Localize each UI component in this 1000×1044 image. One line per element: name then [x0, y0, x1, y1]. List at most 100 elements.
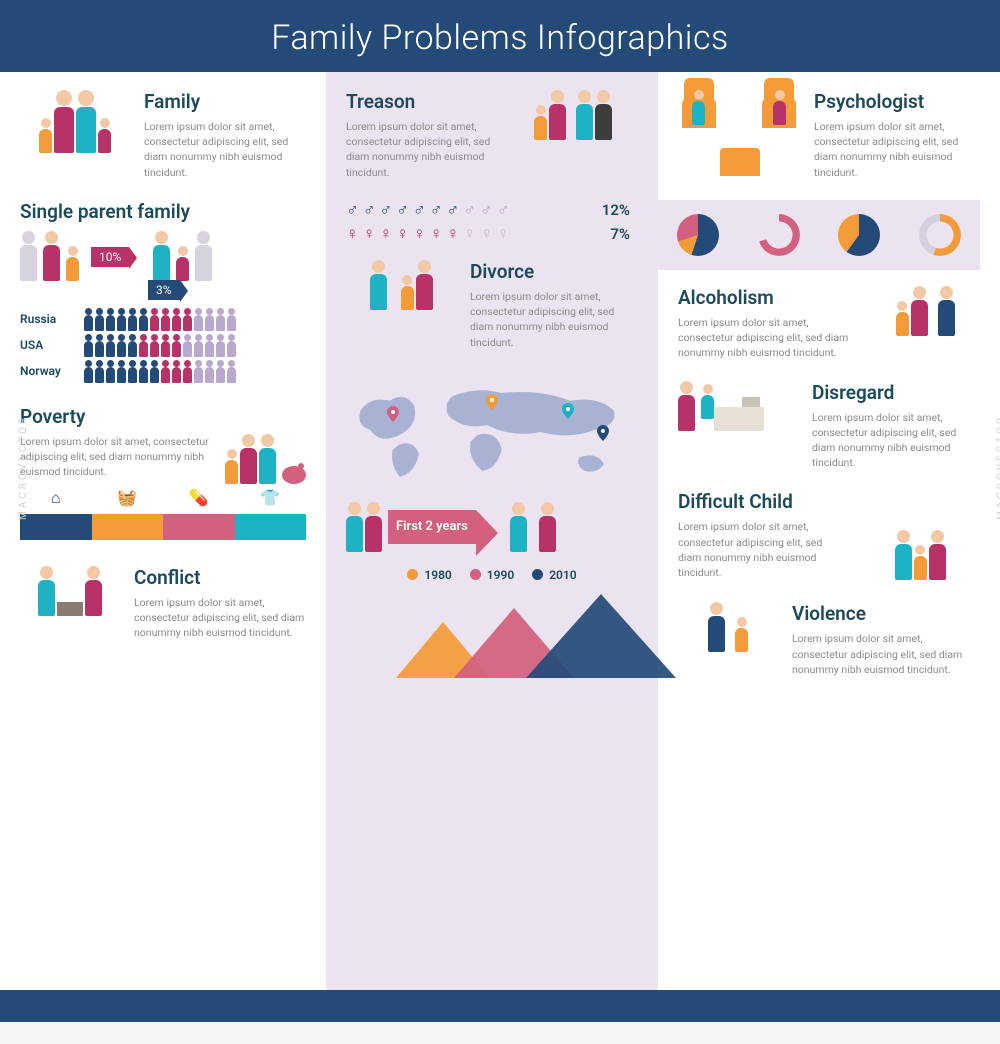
- legend-label: 1990: [487, 568, 514, 582]
- person-icon: [194, 360, 203, 383]
- poverty-bar-segment: [20, 514, 92, 540]
- column-middle: Treason Lorem ipsum dolor sit amet, cons…: [326, 72, 658, 990]
- female-stat-row: ♀♀♀♀♀♀♀♀♀♀7%: [346, 224, 638, 244]
- country-icons: [84, 308, 236, 331]
- male-icon: ♂: [363, 200, 376, 220]
- legend-label: 2010: [549, 568, 576, 582]
- male-stat-row: ♂♂♂♂♂♂♂♂♂♂12%: [346, 200, 638, 220]
- person-icon: [117, 334, 126, 357]
- violence-text: Lorem ipsum dolor sit amet, consectetur …: [792, 631, 980, 677]
- gender-stats: ♂♂♂♂♂♂♂♂♂♂12% ♀♀♀♀♀♀♀♀♀♀7%: [346, 200, 638, 244]
- person-icon: [216, 334, 225, 357]
- disregard-heading: Disregard: [812, 381, 980, 404]
- conflict-heading: Conflict: [134, 566, 306, 589]
- person-icon: [227, 308, 236, 331]
- silhouette-icon: [195, 231, 212, 281]
- difficult-child-text: Lorem ipsum dolor sit amet, consectetur …: [678, 519, 846, 580]
- year-legend: 1980 1990 2010: [346, 568, 638, 582]
- person-icon: [95, 360, 104, 383]
- content-columns: Family Lorem ipsum dolor sit amet, conse…: [0, 72, 1000, 990]
- poverty-bar-segment: [235, 514, 307, 540]
- female-icon: ♀: [363, 224, 376, 244]
- mother-pct-tag: 10%: [91, 247, 129, 267]
- donut-chart: [758, 214, 800, 256]
- legend-dot-icon: [470, 569, 481, 580]
- alcoholism-heading: Alcoholism: [678, 286, 856, 309]
- person-icon: [84, 360, 93, 383]
- person-icon: [150, 308, 159, 331]
- divorce-heading: Divorce: [470, 260, 638, 283]
- person-icon: [194, 334, 203, 357]
- female-icon: ♀: [380, 224, 393, 244]
- couple-before-figure: [346, 502, 382, 552]
- column-left: Family Lorem ipsum dolor sit amet, conse…: [0, 72, 326, 990]
- person-icon: [161, 360, 170, 383]
- person-icon: [117, 360, 126, 383]
- person-icon: [150, 334, 159, 357]
- world-map: [346, 370, 638, 490]
- female-icon: ♀: [430, 224, 443, 244]
- poverty-heading: Poverty: [20, 405, 306, 428]
- male-icon: ♂: [430, 200, 443, 220]
- person-icon: [106, 360, 115, 383]
- violence-heading: Violence: [792, 602, 980, 625]
- person-icon: [183, 334, 192, 357]
- divorce-timeline: First 2 years: [346, 502, 638, 552]
- section-family: Family Lorem ipsum dolor sit amet, conse…: [20, 90, 306, 180]
- section-psychologist: Psychologist Lorem ipsum dolor sit amet,…: [658, 90, 980, 180]
- difficult-child-heading: Difficult Child: [678, 490, 980, 513]
- donut-chart: [838, 214, 880, 256]
- laptop-icon: [742, 397, 760, 407]
- section-conflict: Conflict Lorem ipsum dolor sit amet, con…: [20, 566, 306, 641]
- male-icon: ♂: [463, 200, 476, 220]
- desk-icon: [720, 148, 760, 176]
- donut-chart: [919, 214, 961, 256]
- male-icon: ♂: [346, 200, 359, 220]
- poverty-text: Lorem ipsum dolor sit amet, consectetur …: [20, 434, 211, 484]
- female-icon: ♀: [497, 224, 510, 244]
- country-row: USA: [20, 334, 306, 357]
- section-disregard: Disregard Lorem ipsum dolor sit amet, co…: [658, 381, 980, 471]
- person-icon: [183, 308, 192, 331]
- map-pin-icon: [597, 425, 609, 441]
- male-icon: ♂: [480, 200, 493, 220]
- psychologist-heading: Psychologist: [814, 90, 980, 113]
- person-icon: [227, 334, 236, 357]
- female-icon: ♀: [480, 224, 493, 244]
- psychologist-text: Lorem ipsum dolor sit amet, consectetur …: [814, 119, 980, 180]
- country-row: Russia: [20, 308, 306, 331]
- female-icon: ♀: [396, 224, 409, 244]
- person-icon: [172, 334, 181, 357]
- conflict-text: Lorem ipsum dolor sit amet, consectetur …: [134, 595, 306, 641]
- legend-dot-icon: [407, 569, 418, 580]
- triangle-chart: [346, 590, 638, 678]
- poverty-figure: [225, 434, 306, 484]
- mother-icon: [43, 231, 60, 281]
- disregard-figure: [678, 381, 798, 431]
- poverty-bar-chart: [20, 514, 306, 540]
- treason-text: Lorem ipsum dolor sit amet, consectetur …: [346, 119, 494, 180]
- alcoholism-text: Lorem ipsum dolor sit amet, consectetur …: [678, 315, 856, 361]
- country-label: USA: [20, 338, 74, 352]
- donut-chart: [677, 214, 719, 256]
- person-icon: [128, 308, 137, 331]
- gender-pct: 7%: [610, 225, 638, 243]
- person-icon: [84, 334, 93, 357]
- section-violence: Violence Lorem ipsum dolor sit amet, con…: [658, 602, 980, 677]
- family-text: Lorem ipsum dolor sit amet, consectetur …: [144, 119, 306, 180]
- section-divorce: Divorce Lorem ipsum dolor sit amet, cons…: [346, 260, 638, 350]
- watermark-right: MACROVECTOR: [996, 415, 1000, 520]
- male-icon: ♂: [380, 200, 393, 220]
- person-icon: [172, 308, 181, 331]
- country-icons: [84, 334, 236, 357]
- treason-heading: Treason: [346, 90, 494, 113]
- person-icon: [139, 308, 148, 331]
- male-icon: ♂: [497, 200, 510, 220]
- person-icon: [117, 308, 126, 331]
- conflict-figure: [20, 566, 120, 616]
- legend-item: 1980: [407, 568, 451, 582]
- person-icon: [95, 334, 104, 357]
- poverty-category-icons: ⌂ 🧺 💊 👕: [20, 488, 306, 508]
- country-row: Norway: [20, 360, 306, 383]
- female-icon: ♀: [346, 224, 359, 244]
